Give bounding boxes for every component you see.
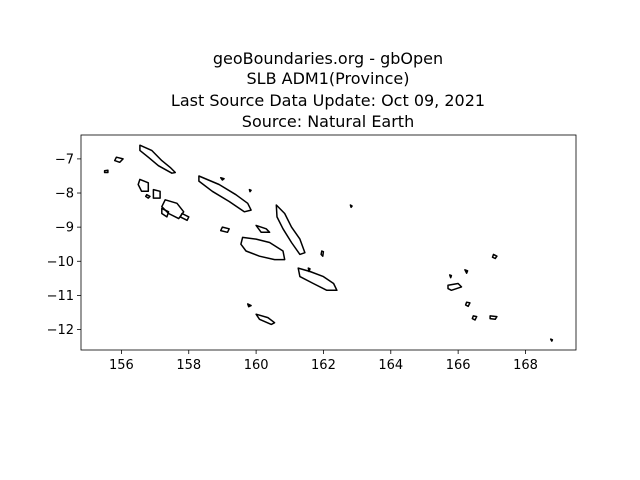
island-outline-florida — [255, 224, 271, 234]
island-outline-vangunu — [179, 212, 190, 222]
island-outline-fatutaka — [549, 338, 554, 342]
island-outline-rendova — [161, 207, 170, 218]
title-line-2: SLB ADM1(Province) — [247, 69, 410, 88]
island-outline-santa-isabel — [198, 175, 252, 213]
title-line-4: Source: Natural Earth — [242, 112, 414, 131]
island-outline-makira — [297, 267, 338, 292]
y-tick-label: −7 — [55, 152, 74, 167]
title-line-1: geoBoundaries.org - gbOpen — [213, 49, 443, 68]
y-tick-label: −11 — [47, 289, 74, 304]
island-outline-tikopia — [489, 315, 498, 321]
x-tick-label: 160 — [244, 358, 269, 373]
x-tick-label: 156 — [109, 358, 134, 373]
x-tick-label: 162 — [311, 358, 336, 373]
island-outline-reef-islands — [448, 274, 453, 279]
island-outline-ulawa — [320, 250, 325, 257]
x-tick-label: 166 — [446, 358, 471, 373]
island-outline-mono — [103, 169, 109, 174]
axes: 156 158 160 162 164 166 168 −7 −8 −9 −10 −11 −12 — [47, 134, 577, 373]
y-tick-label: −8 — [55, 187, 74, 202]
island-outline-utupua — [464, 301, 471, 308]
y-tick-label: −12 — [47, 323, 74, 338]
island-outline-bellona — [246, 303, 252, 308]
island-outline-gizo — [144, 193, 151, 199]
island-outline-malaita — [275, 204, 306, 256]
x-tick-label: 164 — [378, 358, 403, 373]
province-outlines — [103, 144, 554, 342]
island-outline-new-georgia — [161, 199, 185, 220]
plot-frame — [80, 134, 577, 351]
island-outline-choiseul — [139, 144, 177, 174]
island-outline-vella-lavella — [137, 178, 150, 193]
island-outline-russell — [219, 226, 230, 234]
island-outline-kolombangara — [152, 188, 161, 199]
title-line-3: Last Source Data Update: Oct 09, 2021 — [171, 91, 485, 110]
island-outline-duff — [464, 269, 469, 274]
island-outline-vanikoro — [471, 315, 478, 321]
island-outline-maramasike — [307, 267, 311, 273]
island-outline-guadalcanal — [240, 236, 286, 261]
island-outline-rennell — [255, 313, 276, 326]
island-outline-ontong-java-tip — [248, 188, 252, 193]
x-tick-label: 158 — [176, 358, 201, 373]
island-outline-sikaiana — [349, 204, 353, 209]
y-tick-label: −10 — [47, 255, 74, 270]
island-outline-santa-cruz — [447, 282, 463, 292]
island-outline-shortlands — [113, 156, 124, 164]
y-tick-label: −9 — [55, 221, 74, 236]
island-outline-pavuvu — [219, 176, 225, 181]
island-outline-anuta — [491, 253, 498, 260]
x-tick-label: 168 — [513, 358, 538, 373]
